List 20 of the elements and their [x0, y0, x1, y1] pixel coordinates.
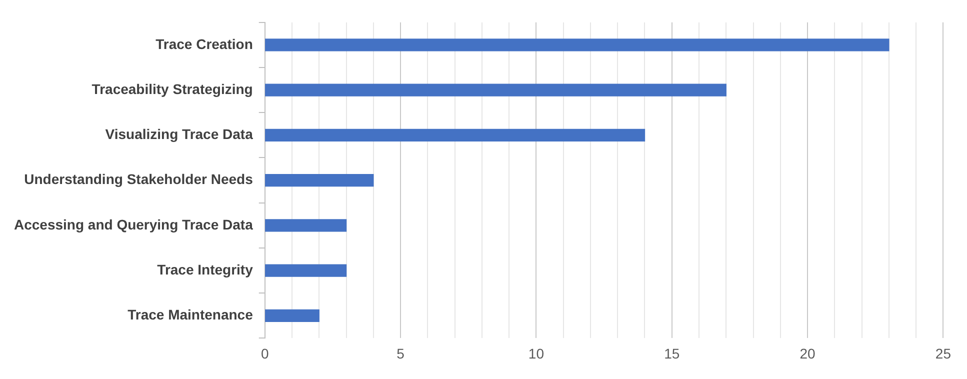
bar — [265, 38, 890, 52]
x-tick-label: 10 — [528, 345, 544, 362]
y-tick-label: Trace Creation — [156, 36, 253, 52]
y-tick-label: Traceability Strategizing — [92, 80, 253, 97]
x-tick-label: 20 — [800, 345, 816, 362]
bar — [265, 174, 374, 187]
y-tick-label: Visualizing Trace Data — [105, 126, 254, 142]
bar — [265, 219, 347, 232]
x-tick-label: 15 — [664, 345, 680, 362]
y-tick-label: Accessing and Querying Trace Data — [14, 216, 254, 232]
bar — [265, 128, 646, 142]
y-tick-label: Trace Maintenance — [128, 306, 254, 322]
bar — [265, 84, 726, 96]
y-tick-label: Understanding Stakeholder Needs — [24, 171, 254, 188]
bar — [265, 309, 320, 322]
bar — [265, 264, 347, 277]
x-tick-label: 0 — [260, 345, 269, 362]
y-tick-label: Trace Integrity — [157, 261, 254, 278]
x-tick-label: 5 — [396, 345, 405, 362]
x-tick-label: 25 — [935, 345, 952, 362]
